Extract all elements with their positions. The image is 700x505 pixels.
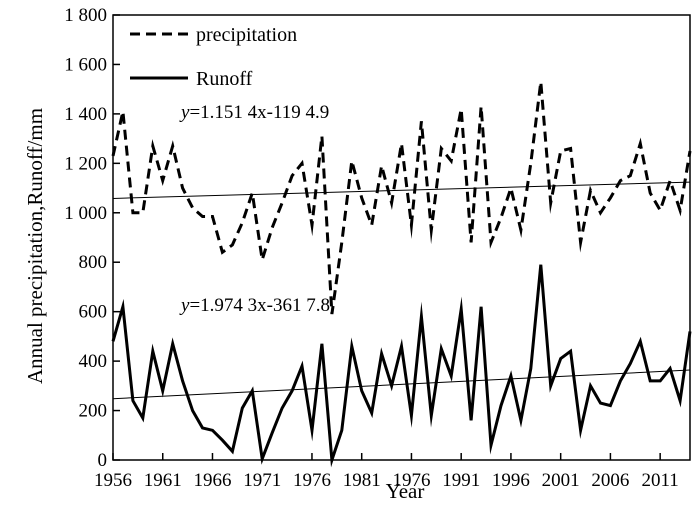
y-tick-label: 400 — [79, 351, 108, 372]
y-tick-label: 1 800 — [64, 5, 107, 26]
y-tick-label: 200 — [79, 401, 108, 422]
y-tick-label: 1 400 — [64, 104, 107, 125]
y-tick-label: 0 — [98, 450, 108, 471]
x-tick-label: 1996 — [492, 470, 530, 491]
runoff-trend-equation-y: y — [179, 295, 190, 316]
x-tick-label: 2011 — [642, 470, 679, 491]
x-tick-label: 1976 — [293, 470, 331, 491]
runoff-trend-line — [112, 369, 691, 400]
x-tick-label: 2001 — [542, 470, 580, 491]
precipitation-trend-equation-y: y — [179, 102, 190, 123]
y-axis: 0 200 400 600 800 1 000 1 200 1 400 1 600 1 800 — [64, 5, 120, 471]
y-tick-label: 1 600 — [64, 54, 107, 75]
runoff-trend-equation-rest: =1.974 3x-361 7.8 — [189, 295, 330, 316]
y-tick-label: 1 000 — [64, 203, 107, 224]
x-axis: 1956 1961 1966 1971 1976 1981 1976 1991 1996 2001… — [94, 453, 679, 491]
x-tick-label: 2006 — [591, 470, 629, 491]
x-tick-label: 1981 — [343, 470, 381, 491]
x-axis-title: Year — [386, 479, 425, 503]
legend-label-precipitation: precipitation — [196, 24, 297, 46]
runoff-trend-equation: y=1.974 3x-361 7.8 — [179, 295, 330, 316]
precipitation-trend-equation: y=1.151 4x-119 4.9 — [179, 102, 329, 123]
x-tick-label: 1966 — [193, 470, 231, 491]
x-tick-label: 1971 — [243, 470, 281, 491]
precipitation-trend-equation-rest: =1.151 4x-119 4.9 — [189, 102, 329, 123]
plot-area-frame — [112, 14, 691, 461]
legend: precipitation Runoff — [130, 24, 297, 90]
x-tick-label: 1961 — [144, 470, 182, 491]
y-tick-label: 1 200 — [64, 153, 107, 174]
series-lines — [111, 67, 692, 468]
legend-label-runoff: Runoff — [196, 68, 253, 90]
series-line-precipitation — [111, 67, 692, 315]
trend-lines — [112, 181, 691, 400]
x-tick-label: 1956 — [94, 470, 132, 491]
y-axis-title: Annual precipitation,Runoff/mm — [23, 108, 47, 384]
series-line-runoff — [111, 264, 692, 468]
x-tick-label: 1991 — [442, 470, 480, 491]
y-tick-label: 600 — [79, 302, 108, 323]
precipitation-trend-line — [112, 181, 691, 199]
x-tick-label: 1976 — [392, 470, 430, 491]
y-tick-label: 800 — [79, 252, 108, 273]
